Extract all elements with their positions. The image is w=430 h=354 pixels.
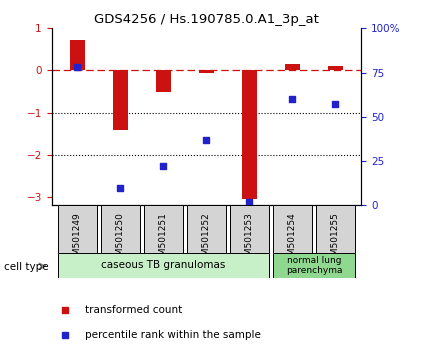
Text: GSM501252: GSM501252 — [202, 212, 211, 267]
Point — [332, 102, 339, 107]
Text: GSM501249: GSM501249 — [73, 212, 82, 267]
Bar — [285, 64, 300, 70]
FancyBboxPatch shape — [273, 253, 355, 278]
Point — [160, 164, 167, 169]
Bar — [328, 66, 343, 70]
Point — [74, 64, 81, 70]
Text: caseous TB granulomas: caseous TB granulomas — [101, 261, 226, 270]
Bar — [70, 40, 85, 70]
FancyBboxPatch shape — [316, 205, 355, 253]
Text: normal lung
parenchyma: normal lung parenchyma — [286, 256, 342, 275]
FancyBboxPatch shape — [58, 205, 97, 253]
Bar — [199, 70, 214, 73]
Point — [246, 199, 253, 205]
Bar — [113, 70, 128, 130]
Text: GSM501254: GSM501254 — [288, 212, 297, 267]
Bar — [156, 70, 171, 92]
FancyBboxPatch shape — [187, 205, 226, 253]
FancyBboxPatch shape — [58, 253, 269, 278]
FancyBboxPatch shape — [144, 205, 183, 253]
Point — [117, 185, 124, 190]
Text: transformed count: transformed count — [85, 305, 182, 315]
FancyBboxPatch shape — [101, 205, 140, 253]
Point — [203, 137, 210, 143]
Title: GDS4256 / Hs.190785.0.A1_3p_at: GDS4256 / Hs.190785.0.A1_3p_at — [94, 13, 319, 26]
Text: GSM501250: GSM501250 — [116, 212, 125, 267]
FancyBboxPatch shape — [273, 205, 312, 253]
Text: GSM501255: GSM501255 — [331, 212, 340, 267]
Text: GSM501251: GSM501251 — [159, 212, 168, 267]
Bar — [242, 70, 257, 199]
Text: percentile rank within the sample: percentile rank within the sample — [85, 330, 261, 339]
Text: GSM501253: GSM501253 — [245, 212, 254, 267]
Point — [289, 96, 296, 102]
FancyBboxPatch shape — [230, 205, 269, 253]
Text: cell type: cell type — [4, 262, 49, 272]
